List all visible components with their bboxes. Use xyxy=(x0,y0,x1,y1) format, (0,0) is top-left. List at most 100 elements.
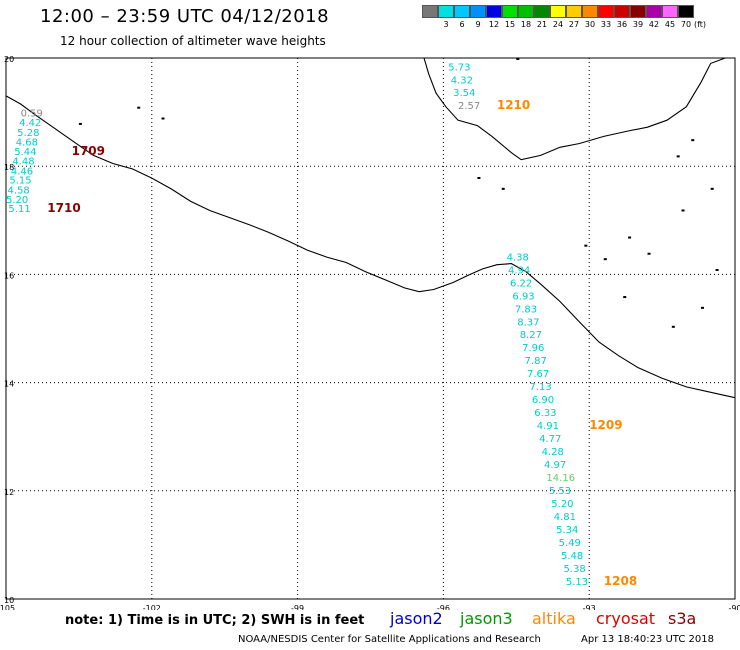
scale-entry: 18 xyxy=(518,5,534,29)
scale-entry: 30 xyxy=(582,5,598,29)
wave-height-label: 4.42 xyxy=(19,118,41,129)
island-mark xyxy=(691,139,695,142)
scale-entry: 9 xyxy=(470,5,486,29)
page-subtitle: 12 hour collection of altimeter wave hei… xyxy=(60,34,326,48)
scale-label: 21 xyxy=(536,20,548,29)
wave-height-label: 6.90 xyxy=(532,395,554,406)
wave-height-label: 4.46 xyxy=(11,166,33,177)
footer-timestamp: Apr 13 18:40:23 UTC 2018 xyxy=(581,634,714,645)
scale-label: 6 xyxy=(459,20,465,29)
island-mark xyxy=(671,325,675,328)
scale-entry: 39 xyxy=(630,5,646,29)
island-mark xyxy=(584,244,588,247)
scale-entry: 42 xyxy=(646,5,662,29)
wave-height-label: 4.94 xyxy=(508,265,530,276)
pass-time-label: 1210 xyxy=(497,98,530,112)
wave-height-label: 4.38 xyxy=(507,252,529,263)
scale-label: 9 xyxy=(475,20,481,29)
wave-height-label: 5.28 xyxy=(17,128,39,139)
wave-height-label: 5.73 xyxy=(448,62,470,73)
island-mark xyxy=(603,258,607,261)
wave-height-label: 4.97 xyxy=(544,460,566,471)
wave-height-label: 4.58 xyxy=(7,185,29,196)
wave-height-label: 6.22 xyxy=(510,278,532,289)
legend-jason2: jason2 xyxy=(390,609,443,628)
color-scale-swatches: 3 6 9 12 15 18 21 24 27 30 33 36 39 42 45 70 xyxy=(422,5,694,29)
legend-altika: altika xyxy=(532,609,576,628)
scale-swatch xyxy=(534,5,550,18)
island-mark xyxy=(623,296,627,299)
island-mark xyxy=(628,236,632,239)
scale-swatch xyxy=(582,5,598,18)
scale-label: 39 xyxy=(632,20,644,29)
island-mark xyxy=(161,117,165,120)
wave-height-label: 5.48 xyxy=(561,551,583,562)
scale-swatch xyxy=(630,5,646,18)
scale-swatch xyxy=(486,5,502,18)
scale-label: 45 xyxy=(664,20,676,29)
scale-entry: 70 xyxy=(678,5,694,29)
lat-tick-label: 16 xyxy=(4,271,14,280)
wave-height-label: 5.11 xyxy=(8,204,30,215)
wave-height-label: 4.32 xyxy=(451,75,473,86)
legend-s3a: s3a xyxy=(668,609,697,628)
gulf-coastline xyxy=(423,57,726,161)
scale-swatch xyxy=(438,5,454,18)
wave-height-label: 7.13 xyxy=(529,382,551,393)
scale-swatch xyxy=(550,5,566,18)
wave-height-label: 6.33 xyxy=(534,408,556,419)
scale-label: 36 xyxy=(616,20,628,29)
wave-height-label: 4.91 xyxy=(537,421,559,432)
wave-height-label: 5.44 xyxy=(14,147,36,158)
wave-height-label: 14.16 xyxy=(546,473,575,484)
footer-credit: NOAA/NESDIS Center for Satellite Applica… xyxy=(238,634,541,645)
wave-height-label: 8.37 xyxy=(517,317,539,328)
lon-tick-label: -96 xyxy=(437,604,450,610)
wave-height-label: 3.54 xyxy=(453,88,475,99)
wave-height-label: 0.59 xyxy=(21,108,43,119)
wave-height-label: 5.49 xyxy=(559,538,581,549)
wave-height-label: 4.28 xyxy=(542,447,564,458)
wave-height-label: 7.83 xyxy=(515,304,537,315)
lat-tick-label: 12 xyxy=(4,488,14,497)
scale-entry: 27 xyxy=(566,5,582,29)
wave-height-label: 6.93 xyxy=(512,291,534,302)
footer-note: note: 1) Time is in UTC; 2) SWH is in fe… xyxy=(65,613,365,628)
scale-label: 15 xyxy=(504,20,516,29)
wave-height-color-scale: 3 6 9 12 15 18 21 24 27 30 33 36 39 42 45 70 (ft) xyxy=(422,5,706,29)
wave-height-label: 4.68 xyxy=(16,138,38,149)
wave-height-label: 7.67 xyxy=(527,369,549,380)
scale-entry: 33 xyxy=(598,5,614,29)
scale-label: 30 xyxy=(584,20,596,29)
wave-height-label: 5.53 xyxy=(549,486,571,497)
lat-tick-label: 14 xyxy=(4,380,14,389)
scale-label: 42 xyxy=(648,20,660,29)
island-mark xyxy=(710,187,714,190)
wave-height-label: 5.34 xyxy=(556,525,578,536)
scale-swatch xyxy=(646,5,662,18)
lon-tick-label: -90 xyxy=(728,604,740,610)
scale-swatch xyxy=(502,5,518,18)
scale-entry: 3 xyxy=(438,5,454,29)
island-mark xyxy=(647,252,651,255)
lat-tick-label: 10 xyxy=(4,596,14,605)
scale-label: 24 xyxy=(552,20,564,29)
wave-height-label: 5.38 xyxy=(563,564,585,575)
scale-label: 70 xyxy=(680,20,692,29)
island-mark xyxy=(700,306,704,309)
wave-height-label: 8.27 xyxy=(520,330,542,341)
map-frame xyxy=(5,57,736,600)
scale-swatch xyxy=(662,5,678,18)
wave-height-label: 7.96 xyxy=(522,343,544,354)
color-scale-unit: (ft) xyxy=(694,20,707,29)
island-mark xyxy=(516,58,520,60)
scale-label: 3 xyxy=(443,20,449,29)
island-mark xyxy=(715,268,719,271)
wave-height-label: 7.87 xyxy=(525,356,547,367)
pacific-coastline xyxy=(5,95,736,399)
scale-swatch xyxy=(518,5,534,18)
lon-tick-label: -105 xyxy=(0,604,15,610)
legend-cryosat: cryosat xyxy=(596,609,656,628)
page-title: 12:00 – 23:59 UTC 04/12/2018 xyxy=(40,6,330,27)
scale-label: 27 xyxy=(568,20,580,29)
